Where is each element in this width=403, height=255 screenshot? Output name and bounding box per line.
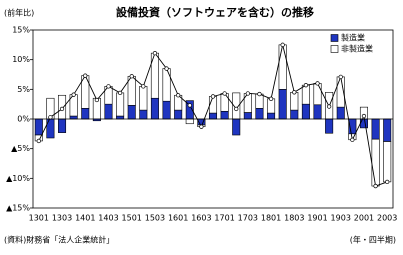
line-marker <box>222 91 227 96</box>
y-tick-label: 10% <box>12 55 30 64</box>
line-marker <box>257 91 262 97</box>
bar <box>383 118 392 142</box>
legend-swatch <box>330 45 339 53</box>
bar <box>243 112 252 120</box>
line-marker <box>36 138 41 144</box>
line-marker <box>71 92 76 97</box>
bar <box>185 118 194 125</box>
bar <box>325 118 334 134</box>
line-marker <box>117 90 123 96</box>
bar <box>232 118 241 136</box>
bar <box>104 103 113 120</box>
line-marker <box>176 93 181 98</box>
x-tick-label: 1903 <box>331 214 351 223</box>
bar <box>69 115 78 120</box>
bar <box>313 104 322 120</box>
bar <box>383 141 392 183</box>
line-marker <box>326 104 332 109</box>
x-tick-label: 1701 <box>214 214 234 223</box>
bar <box>371 138 380 187</box>
x-tick-label: 1601 <box>168 214 188 223</box>
bar <box>208 96 218 114</box>
y-tick-label: 5% <box>17 85 30 94</box>
x-tick-label: 1301 <box>29 214 49 223</box>
x-tick-label: 1603 <box>191 214 211 223</box>
x-tick-label: 1403 <box>98 214 118 223</box>
chart-title: 設備投資（ソフトウェアを含む）の推移 <box>116 5 314 19</box>
bar <box>174 109 183 120</box>
x-axis-label: (年・四半期) <box>350 235 396 245</box>
source-note: (資料)財務省「法人企業統計」 <box>4 235 114 245</box>
line-marker <box>59 106 65 112</box>
bar <box>139 109 148 120</box>
x-tick-label: 2003 <box>377 214 397 223</box>
x-tick-label: 1303 <box>52 214 72 223</box>
line-marker <box>292 90 297 95</box>
line-marker <box>106 84 111 89</box>
line-marker <box>268 96 274 101</box>
x-tick-label: 1501 <box>122 214 142 223</box>
line-marker <box>129 74 134 79</box>
bar <box>34 118 43 136</box>
bar <box>336 106 345 120</box>
bar <box>255 108 264 120</box>
y-axis-label: (前年比) <box>4 8 34 18</box>
bar <box>208 112 218 120</box>
line-marker <box>315 81 320 86</box>
bar <box>301 84 310 105</box>
bar <box>139 86 148 111</box>
line-marker <box>48 115 53 120</box>
y-tick-label: ▲10% <box>6 174 30 183</box>
line-marker <box>187 103 192 108</box>
bar <box>290 92 299 111</box>
bar <box>278 44 287 90</box>
bar <box>278 89 287 120</box>
line-marker <box>350 137 355 142</box>
x-tick-label: 1503 <box>145 214 165 223</box>
bar <box>290 109 299 120</box>
x-tick-label: 1703 <box>238 214 258 223</box>
bar <box>313 83 322 106</box>
x-tick-label: 1801 <box>261 214 281 223</box>
legend-swatch <box>330 34 339 42</box>
x-tick-label: 1803 <box>284 214 304 223</box>
x-tick-label: 2001 <box>354 214 374 223</box>
y-tick-label: 15% <box>12 26 30 35</box>
line-marker <box>152 50 158 56</box>
legend-label: 非製造業 <box>341 44 373 54</box>
bar <box>116 115 125 120</box>
line-marker <box>94 97 100 103</box>
bar <box>371 118 380 140</box>
bar <box>162 100 171 120</box>
line-marker <box>199 124 204 129</box>
line-marker <box>164 66 169 71</box>
y-tick-label: ▲5% <box>11 144 30 153</box>
line-marker <box>303 83 309 88</box>
bar <box>81 108 90 120</box>
bar <box>58 118 67 133</box>
legend-label: 製造業 <box>341 33 365 43</box>
x-tick-label: 1901 <box>307 214 327 223</box>
line-marker <box>141 84 146 89</box>
y-tick-label: 0% <box>17 115 30 124</box>
bar <box>220 110 229 120</box>
y-tick-label: ▲15% <box>6 204 30 213</box>
line-marker <box>234 106 239 112</box>
line-marker <box>210 94 216 99</box>
line-marker <box>245 91 250 96</box>
line-marker <box>385 179 390 185</box>
line-marker <box>338 74 343 80</box>
bar <box>267 112 276 120</box>
bar <box>150 97 159 120</box>
line-marker <box>373 183 378 189</box>
bar <box>116 92 125 117</box>
line-marker <box>83 73 88 78</box>
bar <box>220 93 229 112</box>
x-tick-label: 1401 <box>75 214 95 223</box>
bar <box>127 105 136 120</box>
line-marker <box>361 113 367 119</box>
bar <box>301 103 310 120</box>
line-marker <box>280 42 285 47</box>
